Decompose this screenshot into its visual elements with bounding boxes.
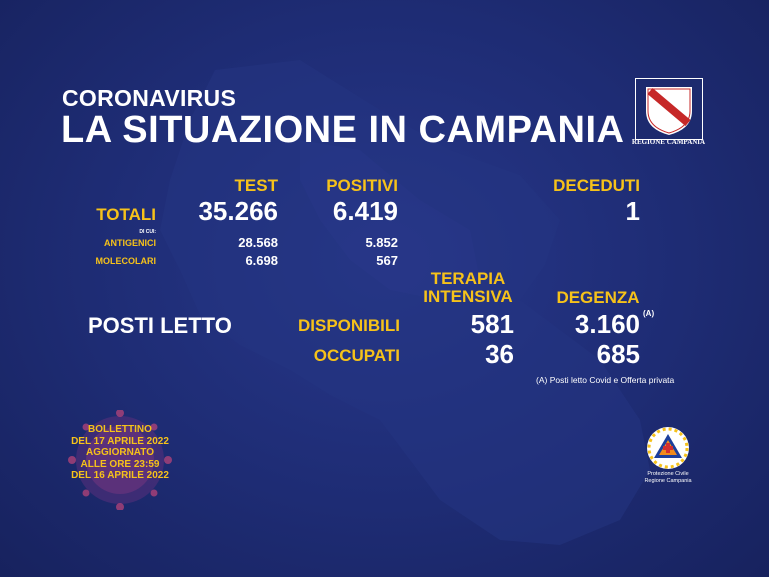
shield-icon: [635, 78, 703, 140]
label-di-cui: DI CUI:: [139, 229, 156, 235]
protezione-civile-line2: Regione Campania: [644, 477, 692, 484]
value-antigenici-positivi: 5.852: [365, 235, 398, 250]
bollettino-line1: BOLLETTINO: [88, 424, 152, 435]
label-totali: TOTALI: [96, 205, 156, 224]
footnote: (A) Posti letto Covid e Offerta privata: [536, 375, 675, 385]
bollettino-badge: BOLLETTINO DEL 17 APRILE 2022 AGGIORNATO…: [56, 410, 184, 510]
regione-campania-logo: REGIONE CAMPANIA: [619, 78, 718, 150]
value-antigenici-test: 28.568: [238, 235, 278, 250]
protezione-civile-line1: Protezione Civile: [647, 471, 689, 477]
value-occupati-degenza: 685: [596, 339, 640, 369]
value-disponibili-terapia: 581: [470, 309, 514, 339]
label-disponibili: DISPONIBILI: [297, 316, 400, 335]
value-occupati-terapia: 36: [485, 339, 514, 369]
note-marker: (A): [643, 309, 655, 318]
overtitle: CORONAVIRUS: [62, 85, 237, 111]
bollettino-line4: ALLE ORE 23:59: [80, 458, 160, 470]
value-molecolari-test: 6.698: [245, 253, 278, 268]
header-terapia-intensiva: TERAPIA INTENSIVA: [420, 270, 516, 306]
value-totali-deceduti: 1: [625, 196, 640, 226]
header-degenza: DEGENZA: [556, 288, 640, 307]
value-totali-test: 35.266: [198, 196, 278, 226]
bollettino-line2: DEL 17 APRILE 2022: [71, 435, 169, 447]
header-terapia-line1: TERAPIA: [430, 269, 506, 288]
value-molecolari-positivi: 567: [376, 253, 398, 268]
header-test: TEST: [234, 176, 278, 195]
header-terapia-line2: INTENSIVA: [423, 287, 513, 306]
bollettino-line3: AGGIORNATO: [86, 447, 154, 458]
header-positivi: POSITIVI: [326, 176, 398, 195]
protezione-civile-icon: [647, 427, 689, 469]
label-posti-letto: POSTI LETTO: [88, 313, 232, 338]
protezione-civile-logo: Protezione Civile Regione Campania: [640, 425, 696, 491]
value-totali-positivi: 6.419: [332, 196, 398, 226]
page-title: LA SITUAZIONE IN CAMPANIA: [61, 109, 625, 151]
virus-icon: [68, 410, 172, 510]
header-deceduti: DECEDUTI: [553, 176, 640, 195]
logo-text: REGIONE CAMPANIA: [631, 138, 706, 146]
bollettino-line5: DEL 16 APRILE 2022: [71, 470, 169, 481]
label-occupati: OCCUPATI: [313, 346, 400, 365]
label-antigenici: ANTIGENICI: [103, 238, 156, 248]
value-disponibili-degenza: 3.160: [574, 309, 640, 339]
label-molecolari: MOLECOLARI: [95, 256, 157, 266]
